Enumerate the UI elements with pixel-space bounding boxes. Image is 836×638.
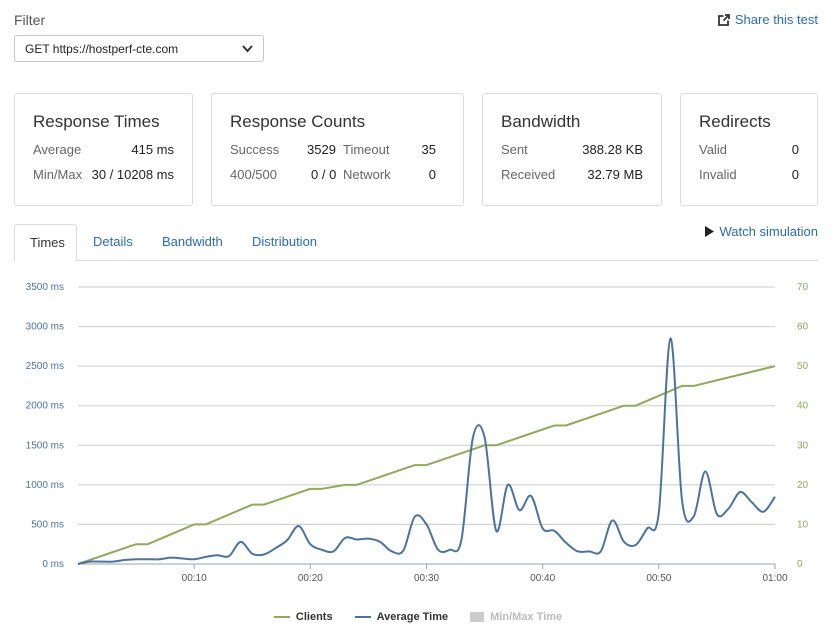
y-left-tick-label: 0 ms bbox=[42, 559, 64, 570]
share-icon bbox=[717, 13, 730, 26]
y-right-tick-label: 70 bbox=[797, 282, 809, 293]
y-right-tick-label: 0 bbox=[797, 559, 803, 570]
watch-simulation-label: Watch simulation bbox=[719, 224, 819, 239]
response-time-chart: 0 ms 500 ms 1000 ms 1500 ms 2000 ms 2500 ms 30… bbox=[26, 282, 809, 584]
legend-average-swatch bbox=[354, 616, 371, 618]
legend-minmax-label: Min/Max Time bbox=[490, 611, 563, 623]
timeout-value: 35 bbox=[421, 142, 436, 157]
y-right-tick-label: 30 bbox=[797, 440, 809, 451]
average-label: Average bbox=[33, 142, 82, 157]
sent-value: 388.28 KB bbox=[582, 142, 643, 157]
filter-label: Filter bbox=[14, 12, 46, 28]
legend-clients[interactable]: Clients bbox=[273, 611, 333, 623]
response-times-title: Response Times bbox=[33, 112, 160, 131]
chart-series bbox=[77, 337, 776, 565]
y-left-tick-label: 500 ms bbox=[31, 519, 64, 530]
x-tick-label: 00:20 bbox=[298, 573, 323, 584]
response-counts-title: Response Counts bbox=[230, 112, 366, 131]
redirects-card: Redirects Valid 0 Invalid 0 bbox=[680, 93, 818, 206]
invalid-label: Invalid bbox=[699, 167, 737, 182]
x-tick-label: 00:40 bbox=[530, 573, 555, 584]
y-right-tick-label: 20 bbox=[797, 480, 809, 491]
received-label: Received bbox=[501, 167, 556, 182]
legend-clients-swatch bbox=[273, 616, 290, 618]
tab-times[interactable]: Times bbox=[14, 224, 77, 262]
invalid-value: 0 bbox=[791, 167, 799, 182]
redirects-title: Redirects bbox=[699, 112, 771, 131]
clients-series-line bbox=[77, 365, 776, 565]
success-label: Success bbox=[230, 142, 280, 157]
legend-minmax-time[interactable]: Min/Max Time bbox=[470, 611, 562, 623]
timeout-label: Timeout bbox=[343, 142, 390, 157]
x-tick-label: 01:00 bbox=[762, 573, 787, 584]
minmax-label: Min/Max bbox=[33, 167, 83, 182]
y-left-tick-label: 1000 ms bbox=[26, 480, 64, 491]
valid-value: 0 bbox=[791, 142, 799, 157]
play-icon bbox=[704, 226, 714, 237]
response-counts-card: Response Counts Success 3529 Timeout 35 … bbox=[211, 93, 464, 206]
y-right-tick-label: 50 bbox=[797, 361, 809, 372]
received-value: 32.79 MB bbox=[587, 167, 643, 182]
chart-legend: Clients Average Time Min/Max Time bbox=[0, 611, 836, 623]
watch-simulation-link[interactable]: Watch simulation bbox=[704, 224, 819, 239]
share-label: Share this test bbox=[734, 12, 818, 27]
y-right-tick-label: 40 bbox=[797, 401, 809, 412]
y-left-tick-label: 1500 ms bbox=[26, 440, 64, 451]
filter-select[interactable]: GET https://hostperf-cte.com bbox=[14, 35, 264, 62]
minmax-value: 30 / 10208 ms bbox=[91, 167, 174, 182]
success-value: 3529 bbox=[307, 142, 336, 157]
x-tick-label: 00:10 bbox=[182, 573, 207, 584]
legend-clients-label: Clients bbox=[295, 611, 333, 623]
chevron-down-icon bbox=[242, 45, 253, 53]
network-label: Network bbox=[343, 167, 391, 182]
average-value: 415 ms bbox=[131, 142, 174, 157]
network-value: 0 bbox=[428, 167, 436, 182]
y-left-tick-label: 3000 ms bbox=[26, 322, 64, 333]
y-left-tick-label: 3500 ms bbox=[26, 282, 64, 293]
filter-selected-value: GET https://hostperf-cte.com bbox=[25, 42, 179, 56]
y-left-tick-label: 2000 ms bbox=[26, 401, 64, 412]
x-tick-label: 00:30 bbox=[414, 573, 439, 584]
error-label: 400/500 bbox=[230, 167, 277, 182]
y-right-tick-label: 10 bbox=[797, 519, 809, 530]
chart-axes: 0 ms 500 ms 1000 ms 1500 ms 2000 ms 2500 ms 30… bbox=[26, 282, 809, 584]
chart-grid bbox=[78, 286, 775, 565]
bandwidth-title: Bandwidth bbox=[501, 112, 581, 131]
valid-label: Valid bbox=[699, 142, 727, 157]
share-test-link[interactable]: Share this test bbox=[717, 12, 818, 27]
tab-distribution[interactable]: Distribution bbox=[252, 234, 318, 249]
tab-details[interactable]: Details bbox=[93, 234, 133, 249]
legend-average-time[interactable]: Average Time bbox=[354, 611, 449, 623]
legend-minmax-swatch bbox=[470, 612, 485, 622]
x-tick-label: 00:50 bbox=[646, 573, 671, 584]
legend-average-label: Average Time bbox=[376, 611, 449, 623]
y-right-tick-label: 60 bbox=[797, 322, 809, 333]
response-times-card: Response Times Average 415 ms Min/Max 30… bbox=[14, 93, 193, 206]
error-value: 0 / 0 bbox=[311, 167, 337, 182]
tab-bandwidth[interactable]: Bandwidth bbox=[162, 234, 223, 249]
average-time-series-line bbox=[77, 337, 776, 565]
y-left-tick-label: 2500 ms bbox=[26, 361, 64, 372]
tab-bar: Times Details Bandwidth Distribution bbox=[14, 224, 818, 262]
sent-label: Sent bbox=[501, 142, 528, 157]
bandwidth-card: Bandwidth Sent 388.28 KB Received 32.79 … bbox=[482, 93, 662, 206]
